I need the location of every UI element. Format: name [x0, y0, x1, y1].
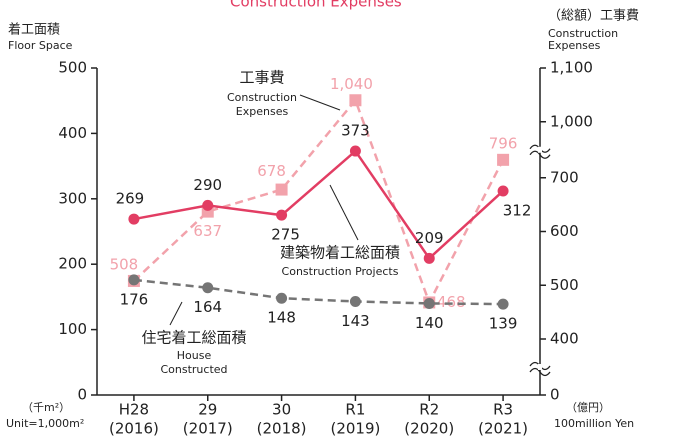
y2-tick-label: 1,000 [550, 112, 593, 130]
data-label: 468 [437, 293, 466, 311]
y-tick-label: 200 [58, 255, 87, 273]
y-title: 着工面積 [8, 22, 60, 38]
data-label: 508 [110, 255, 139, 273]
x-tick-label: (2020) [404, 420, 454, 436]
x-tick-label: 30 [272, 401, 291, 419]
y2-title-en: Construction [548, 27, 618, 40]
annotation: House [177, 349, 212, 362]
y2-title: （総額）工事費 [548, 9, 639, 24]
marker [276, 209, 288, 221]
data-label: 312 [503, 201, 532, 219]
x-tick-label: R1 [345, 401, 365, 419]
y2-tick-label: 1,100 [550, 59, 593, 77]
leader-line [169, 301, 183, 326]
data-label: 209 [415, 229, 444, 247]
marker [128, 213, 140, 225]
data-label: 176 [120, 290, 149, 308]
y-tick-label: 300 [58, 189, 87, 207]
marker [202, 282, 214, 294]
marker [128, 274, 140, 286]
marker [349, 295, 361, 307]
y-tick-label: 100 [58, 320, 87, 338]
leader-line [299, 94, 341, 111]
annotation: Expenses [236, 105, 289, 118]
y-title-en: Floor Space [8, 39, 73, 52]
x-tick-label: 29 [198, 401, 217, 419]
annotation: Construction [227, 91, 297, 104]
y2-tick-label: 700 [550, 168, 579, 186]
x-tick-label: (2017) [183, 420, 233, 436]
data-label: 290 [193, 176, 222, 194]
x-tick-label: (2016) [109, 420, 159, 436]
data-label: 148 [267, 309, 296, 327]
data-label: 164 [193, 298, 222, 316]
y2-tick-label: 0 [550, 386, 560, 404]
data-label: 139 [489, 315, 518, 333]
y-tick-label: 0 [77, 386, 87, 404]
data-label: 796 [489, 134, 518, 152]
x-tick-label: (2018) [257, 420, 307, 436]
data-label: 140 [415, 314, 444, 332]
data-label: 678 [257, 162, 286, 180]
data-label: 1,040 [330, 75, 373, 93]
y-unit: （千m²） [22, 401, 70, 414]
marker [497, 185, 509, 197]
data-label: 373 [341, 122, 370, 140]
top-caption: Construction Expenses [230, 0, 402, 11]
y2-tick-label: 600 [550, 222, 579, 240]
y2-unit: （億円） [566, 401, 610, 414]
y-unit-en: Unit=1,000m² [6, 417, 84, 430]
marker [497, 153, 510, 166]
x-tick-label: (2021) [478, 420, 528, 436]
series-line [133, 278, 504, 306]
data-label: 637 [193, 222, 222, 240]
marker [275, 183, 288, 196]
marker [497, 298, 509, 310]
axis-break-gap [538, 146, 542, 153]
marker [423, 252, 435, 264]
data-label: 143 [341, 312, 370, 330]
annotation: Constructed [160, 363, 227, 376]
annotation: 住宅着工総面積 [141, 329, 246, 347]
annotation: 工事費 [239, 69, 284, 87]
marker [423, 297, 435, 309]
annotation: Construction Projects [282, 265, 399, 278]
marker [276, 292, 288, 304]
series-line [133, 97, 505, 306]
x-tick-label: (2019) [330, 420, 380, 436]
leader-line [329, 184, 359, 241]
x-tick-label: R2 [419, 401, 439, 419]
x-tick-label: R3 [493, 401, 513, 419]
marker [349, 94, 362, 107]
y2-title-en: Expenses [548, 39, 601, 52]
axis-break-gap [538, 364, 542, 370]
y2-unit-en: 100million Yen [554, 417, 634, 430]
y-tick-label: 500 [58, 59, 87, 77]
annotation: 建築物着工総面積 [280, 244, 400, 262]
x-tick-label: H28 [119, 401, 149, 419]
axis-break [529, 150, 551, 159]
marker [349, 145, 361, 157]
y-tick-label: 400 [58, 124, 87, 142]
y2-tick-label: 400 [550, 330, 579, 348]
series-line [133, 149, 504, 261]
data-label: 269 [116, 190, 145, 208]
axis-break [529, 367, 551, 377]
data-label: 275 [271, 226, 300, 244]
marker [202, 199, 214, 211]
y2-tick-label: 500 [550, 276, 579, 294]
